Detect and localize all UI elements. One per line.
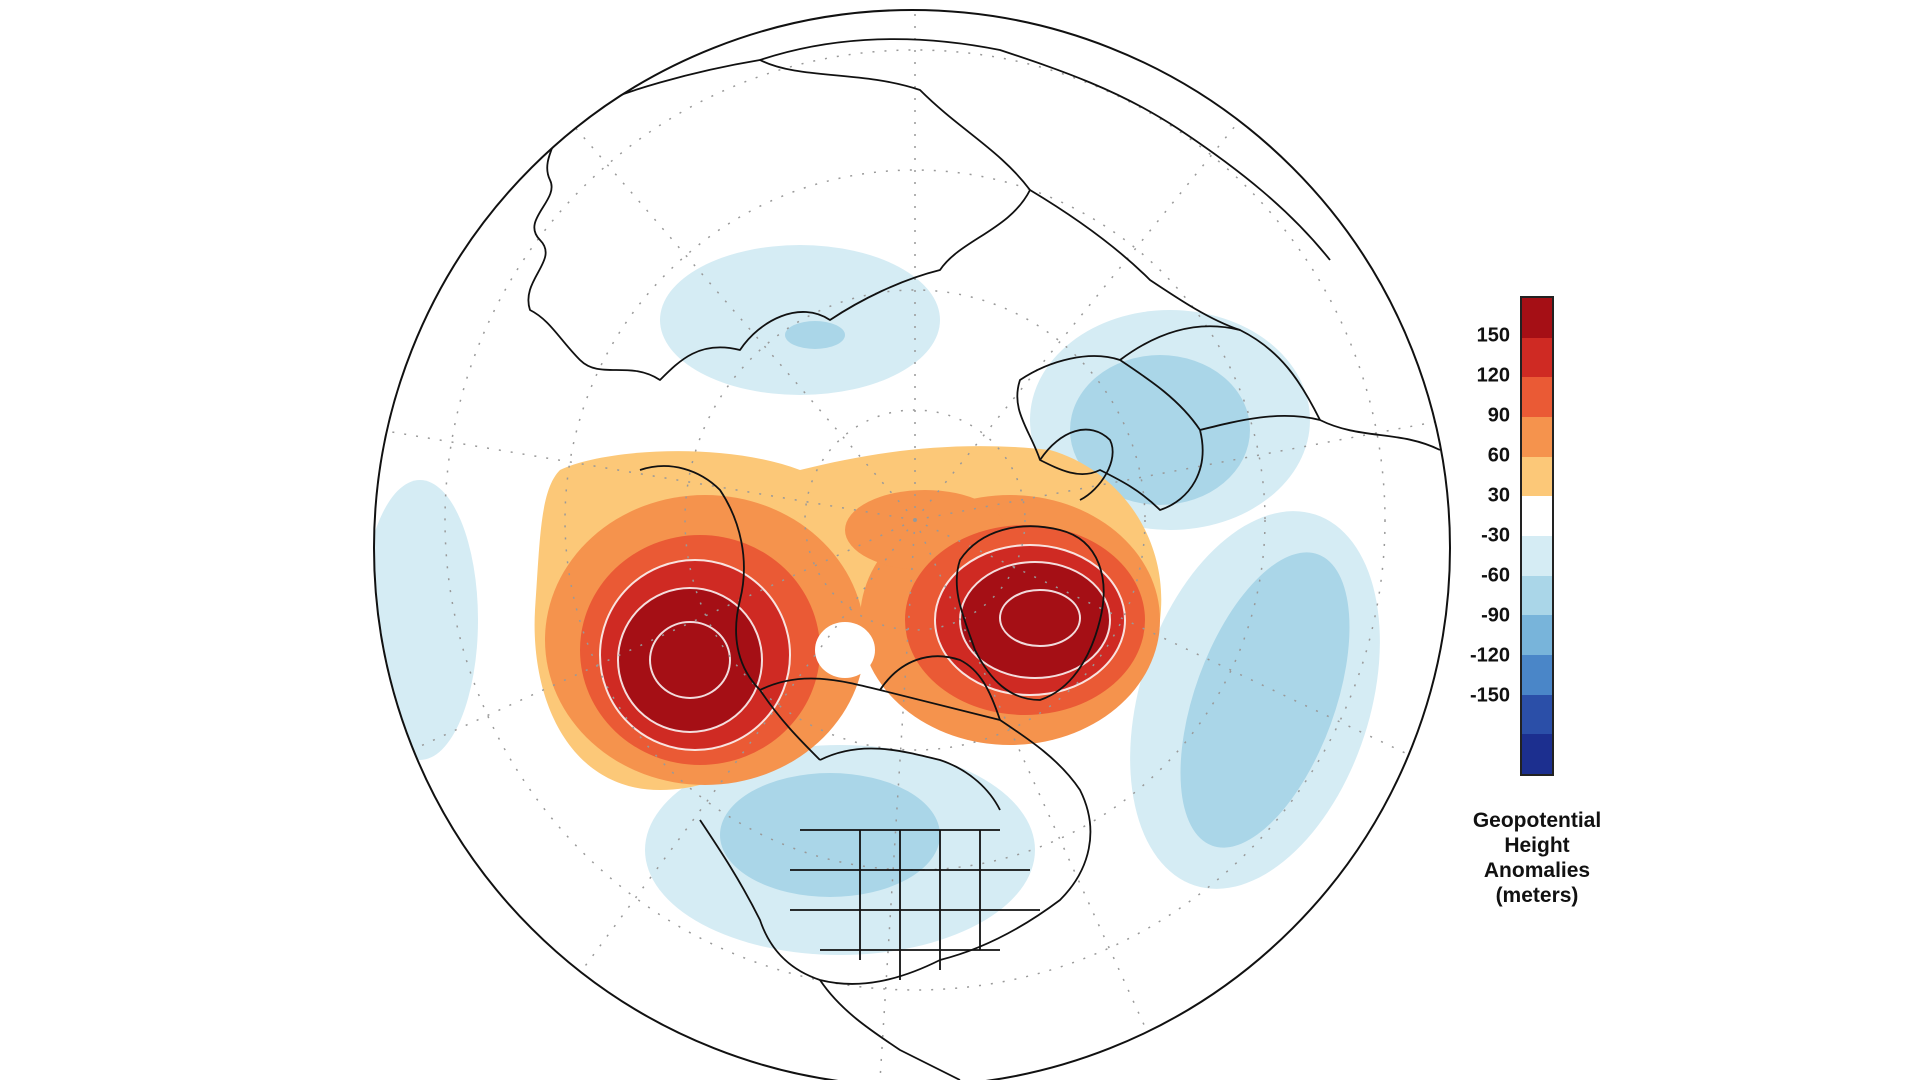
colorbar-tick-label: 30 — [1487, 484, 1510, 507]
colorbar-tick-label: -150 — [1469, 684, 1510, 707]
colorbar-swatch — [1522, 377, 1552, 418]
colorbar-swatch — [1522, 496, 1552, 537]
legend-title-line-3: Anomalies — [1483, 859, 1591, 882]
legend-title-line-2: Height — [1504, 834, 1570, 857]
colorbar-tick-label: 90 — [1487, 404, 1510, 427]
colorbar-swatch — [1522, 417, 1552, 457]
colorbar-swatch — [1522, 575, 1552, 616]
colorbar-swatch — [1522, 655, 1552, 695]
legend-title-line-4: (meters) — [1495, 884, 1579, 907]
colorbar-tick-label: 120 — [1476, 364, 1510, 387]
colorbar-swatch — [1522, 536, 1552, 576]
colorbar-tick-label: -90 — [1481, 604, 1510, 627]
coastlines — [527, 38, 1441, 1080]
colorbar-tick-label: 60 — [1487, 444, 1510, 467]
colorbar-legend: 150 120 90 60 30 -30 -60 -90 -120 -150 Geopotenti… — [1428, 296, 1628, 936]
colorbar-tick-label: -30 — [1481, 524, 1510, 547]
colorbar-swatch — [1522, 694, 1552, 735]
colorbar-tick-label: -120 — [1469, 644, 1510, 667]
colorbar-swatch — [1522, 615, 1552, 656]
pos-anomaly-greenland-150 — [960, 562, 1110, 678]
map-border — [373, 9, 1451, 1080]
pos-anomaly-pacific-150 — [618, 588, 762, 732]
graticule — [379, 10, 1446, 1080]
colorbar-swatch — [1522, 298, 1552, 338]
neg-anomaly-siberia — [660, 245, 940, 395]
colorbar-tick-label: -60 — [1481, 564, 1510, 587]
colorbar-swatch — [1522, 734, 1552, 775]
negative-anomalies — [374, 245, 1380, 955]
colorbar-tick-label: 150 — [1476, 324, 1510, 347]
colorbar-swatch — [1522, 456, 1552, 497]
anomaly-fields — [374, 10, 1446, 1080]
legend-title: Geopotential Height Anomalies (meters) — [1442, 808, 1632, 908]
colorbar — [1520, 296, 1554, 776]
anomaly-gap — [815, 622, 875, 678]
colorbar-swatch — [1522, 337, 1552, 378]
positive-anomalies — [534, 446, 1162, 790]
legend-title-line-1: Geopotential — [1472, 809, 1602, 832]
